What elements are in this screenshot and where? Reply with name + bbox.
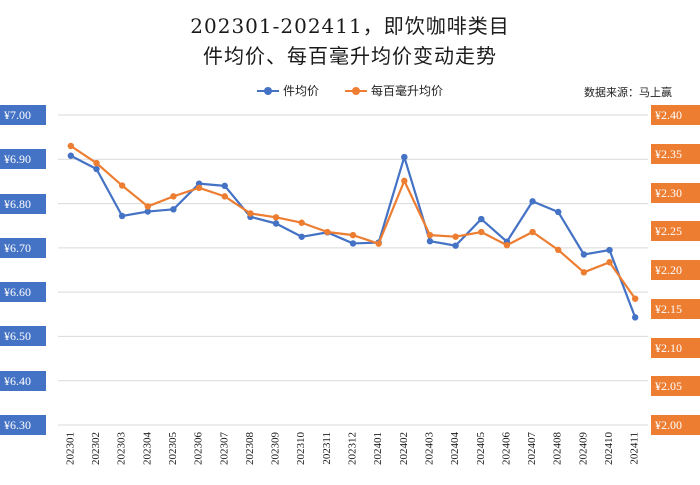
x-tick-label: 202410 <box>603 432 615 466</box>
x-tick-label: 202411 <box>629 432 641 465</box>
data-point-1-202304 <box>144 208 151 215</box>
data-point-1-202305 <box>170 206 177 213</box>
y-tick-label-left: ¥7.00 <box>0 105 46 125</box>
chart-title: 202301-202411，即饮咖啡类目 <box>190 14 510 38</box>
x-tick-label: 202304 <box>141 432 153 466</box>
data-point-2-202403 <box>426 231 434 239</box>
legend-swatch-orange-icon <box>345 86 367 95</box>
legend-item-series-1: 件均价 <box>256 82 319 99</box>
data-point-1-202408 <box>555 208 562 216</box>
y-tick-label-right: ¥2.00 <box>651 415 700 435</box>
y-tick-label-left: ¥6.50 <box>0 326 46 347</box>
data-point-2-202312 <box>349 231 357 239</box>
data-point-2-202407 <box>529 228 536 236</box>
data-point-1-202411 <box>631 314 639 321</box>
series-layer <box>67 142 639 321</box>
data-point-2-202307 <box>221 193 228 200</box>
data-point-2-202404 <box>452 233 459 240</box>
chart-legend: 件均价 每百毫升均价 <box>0 82 700 99</box>
grid-layer <box>58 114 648 426</box>
data-point-2-202406 <box>503 242 511 249</box>
x-tick-label: 202405 <box>475 432 487 466</box>
y-tick-label-right: ¥2.25 <box>651 221 700 242</box>
data-point-2-202402 <box>401 177 408 185</box>
data-point-2-202405 <box>478 228 485 236</box>
data-point-2-202411 <box>631 295 639 302</box>
x-tick-label: 202409 <box>577 432 589 466</box>
data-point-2-202410 <box>606 259 613 266</box>
x-tick-label: 202312 <box>347 432 359 465</box>
x-tick-label: 202407 <box>526 432 538 466</box>
y-tick-label-left: ¥6.70 <box>0 237 46 258</box>
legend-swatch-blue-icon <box>256 86 279 95</box>
data-point-2-202408 <box>555 246 562 254</box>
x-tick-label: 202308 <box>244 432 256 466</box>
y-tick-label-left: ¥6.80 <box>0 193 46 214</box>
data-source-note: 数据来源：马上赢 <box>584 86 672 99</box>
y-tick-label-left: ¥6.60 <box>0 282 46 303</box>
y-tick-label-right: ¥2.10 <box>651 337 700 358</box>
data-point-2-202309 <box>272 214 280 221</box>
y-tick-label-right: ¥2.40 <box>651 105 700 125</box>
data-point-1-202405 <box>478 215 485 223</box>
data-point-1-202310 <box>298 233 305 240</box>
data-point-2-202401 <box>375 240 382 247</box>
data-point-1-202407 <box>529 198 536 205</box>
x-tick-label: 202305 <box>167 432 179 466</box>
x-tick-label: 202404 <box>449 432 461 466</box>
x-tick-label: 202306 <box>193 432 205 466</box>
data-point-1-202404 <box>452 242 459 249</box>
x-tick-label: 202406 <box>500 432 512 466</box>
x-tick-label: 202307 <box>218 432 230 466</box>
y-tick-label-right: ¥2.35 <box>651 143 700 164</box>
x-tick-label: 202309 <box>270 432 282 466</box>
x-tick-label: 202303 <box>116 432 128 466</box>
data-point-2-202409 <box>580 269 588 276</box>
data-point-1-202309 <box>272 220 280 227</box>
y-tick-label-right: ¥2.15 <box>651 298 700 319</box>
x-tick-label: 202408 <box>552 432 564 466</box>
x-tick-label: 202301 <box>64 432 76 465</box>
legend-item-series-2: 每百毫升均价 <box>345 82 443 99</box>
data-point-2-202310 <box>298 219 305 226</box>
data-point-2-202308 <box>247 210 254 217</box>
y-tick-label-right: ¥2.05 <box>651 376 700 397</box>
data-point-2-202304 <box>144 203 151 210</box>
chart-subtitle: 件均价、每百毫升均价变动走势 <box>203 44 497 68</box>
data-point-1-202302 <box>93 165 100 173</box>
x-tick-label: 202402 <box>398 432 410 465</box>
legend-label-series-2: 每百毫升均价 <box>371 84 444 98</box>
data-point-1-202303 <box>118 212 126 220</box>
data-point-1-202409 <box>580 251 588 258</box>
data-point-1-202410 <box>606 246 613 254</box>
data-point-1-202301 <box>67 152 75 159</box>
data-point-1-202307 <box>221 182 228 190</box>
y-tick-label-right: ¥2.30 <box>651 182 700 203</box>
data-point-2-202303 <box>118 182 126 189</box>
y-tick-label-right: ¥2.20 <box>651 260 700 280</box>
y-tick-label-left: ¥6.90 <box>0 149 46 170</box>
data-point-1-202402 <box>401 153 408 161</box>
x-tick-label: 202401 <box>372 432 384 465</box>
data-point-1-202403 <box>426 238 434 245</box>
x-axis-labels: 202301 202302 202303 202304 202305 202306 2023… <box>64 432 640 466</box>
legend-label-series-1: 件均价 <box>282 84 319 98</box>
y-tick-label-left: ¥6.30 <box>0 415 46 435</box>
x-tick-label: 202302 <box>90 432 102 465</box>
series-line-2 <box>70 145 637 300</box>
data-point-2-202306 <box>195 184 203 192</box>
data-point-2-202305 <box>170 193 177 200</box>
data-point-2-202302 <box>93 159 100 167</box>
y-tick-label-left: ¥6.40 <box>0 370 46 391</box>
data-point-2-202311 <box>324 228 331 236</box>
x-tick-label: 202311 <box>321 432 333 465</box>
x-tick-label: 202310 <box>295 432 307 466</box>
data-point-2-202301 <box>67 142 75 150</box>
data-point-1-202312 <box>349 240 357 247</box>
x-tick-label: 202403 <box>423 432 435 466</box>
